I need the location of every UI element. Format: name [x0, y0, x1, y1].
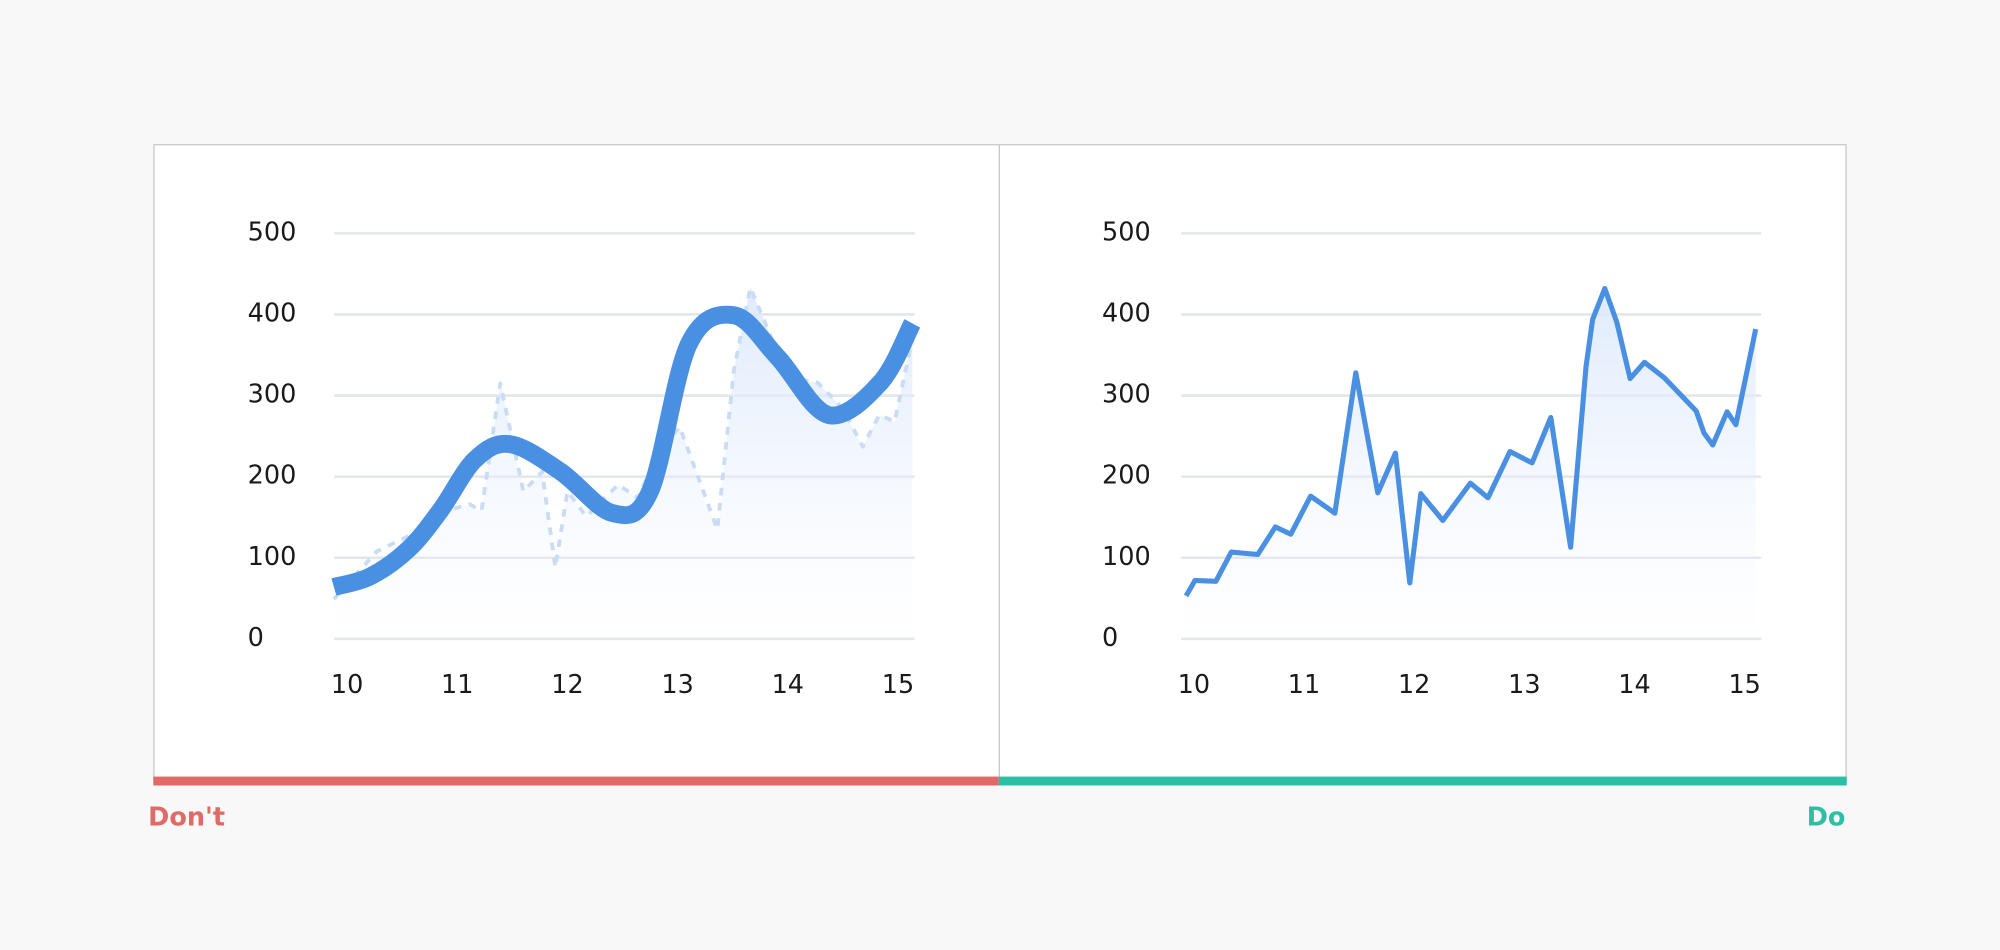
x-tick-label: 15 [882, 670, 914, 700]
verdict-label: Do [1807, 803, 1846, 833]
x-tick-label: 14 [1618, 670, 1650, 700]
x-tick-label: 12 [551, 670, 583, 700]
y-tick-label: 300 [1102, 380, 1151, 410]
x-tick-label: 15 [1728, 670, 1760, 700]
verdict-bar [153, 776, 999, 786]
x-tick-label: 11 [1288, 670, 1320, 700]
x-tick-label: 13 [661, 670, 693, 700]
x-tick-label: 11 [441, 670, 473, 700]
y-tick-label: 0 [248, 623, 264, 653]
y-tick-label: 400 [248, 298, 297, 328]
x-tick-label: 14 [772, 670, 804, 700]
smooth-line [331, 305, 921, 596]
verdict-bar [998, 776, 1847, 786]
solid-line [1183, 285, 1759, 598]
y-tick-label: 300 [248, 380, 297, 410]
area [333, 287, 913, 639]
y-tick-label: 200 [1102, 461, 1151, 491]
y-tick-label: 200 [248, 461, 297, 491]
verdict-label: Don't [148, 803, 225, 833]
area [1186, 288, 1756, 639]
y-tick-label: 500 [248, 217, 297, 247]
x-tick-label: 13 [1508, 670, 1540, 700]
y-tick-label: 500 [1102, 217, 1151, 247]
y-tick-label: 100 [248, 542, 297, 572]
x-tick-label: 10 [1178, 670, 1210, 700]
y-tick-label: 100 [1102, 542, 1151, 572]
y-tick-label: 400 [1102, 298, 1151, 328]
x-tick-label: 10 [331, 670, 363, 700]
y-tick-label: 0 [1102, 623, 1118, 653]
x-tick-label: 12 [1398, 670, 1430, 700]
